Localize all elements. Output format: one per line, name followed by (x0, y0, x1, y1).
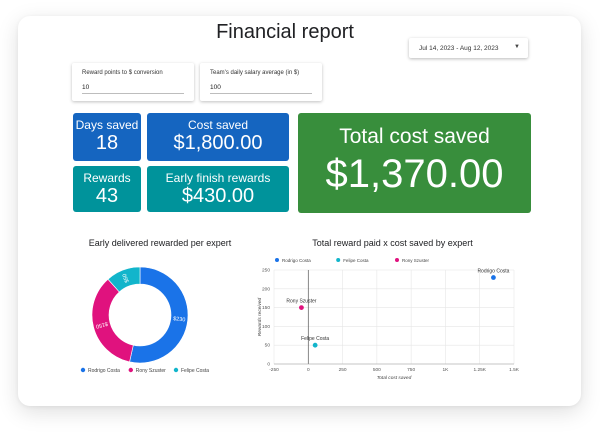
scatter-point (312, 342, 318, 348)
y-tick-label: 150 (262, 305, 270, 311)
donut-slice (129, 266, 189, 364)
date-range-picker[interactable]: Jul 14, 2023 - Aug 12, 2023 ▼ (409, 38, 528, 58)
legend-label: Felipe Costa (181, 368, 209, 374)
kpi-label: Days saved (75, 118, 139, 132)
legend-marker (275, 258, 279, 262)
legend-marker (173, 367, 179, 373)
x-tick-label: 0 (307, 367, 310, 373)
legend-label: Rodrigo Costa (282, 258, 311, 263)
scatter-point-label: Rodrigo Costa (477, 269, 509, 275)
y-tick-label: 100 (262, 324, 270, 330)
param-salary-average: Team's daily salary average (in $) 100 (200, 63, 322, 101)
donut-slice-label: $230 (173, 316, 186, 323)
kpi-label: Cost saved (187, 118, 249, 132)
kpi-cost-saved: Cost saved $1,800.00 (147, 113, 289, 161)
donut-slice-label: $150 (95, 320, 108, 329)
param-label: Reward points to $ conversion (82, 70, 163, 76)
kpi-value: $430.00 (181, 185, 255, 207)
x-tick-label: 1.25K (473, 367, 486, 373)
kpi-rewards: Rewards 43 (73, 166, 141, 212)
scatter-point (299, 305, 304, 310)
legend-marker (336, 258, 341, 262)
legend-label: Rony Szuster (402, 258, 430, 263)
y-tick-label: 250 (262, 268, 270, 274)
date-range-label: Jul 14, 2023 - Aug 12, 2023 (419, 44, 499, 52)
kpi-label: Total cost saved (339, 125, 490, 148)
donut-slice (91, 278, 134, 363)
kpi-early-finish-rewards: Early finish rewards $430.00 (147, 166, 289, 212)
x-tick-label: 750 (407, 367, 415, 373)
y-tick-label: 200 (262, 286, 270, 292)
x-tick-label: 500 (373, 367, 381, 373)
x-tick-label: 1K (442, 367, 449, 373)
scatter-chart-title: Total reward paid x cost saved by expert (312, 238, 473, 248)
dropdown-caret-icon: ▼ (514, 44, 520, 50)
reward-conversion-input[interactable]: 10 (82, 84, 184, 94)
x-tick-label: 1.5K (509, 367, 520, 373)
x-tick-label: 250 (339, 367, 347, 373)
kpi-value: $1,800.00 (173, 132, 263, 154)
scatter-point (491, 275, 496, 280)
kpi-label: Early finish rewards (165, 171, 271, 185)
scatter-point-label: Rony Szuster (286, 299, 316, 305)
kpi-days-saved: Days saved 18 (73, 113, 141, 161)
kpi-value: $1,370.00 (325, 152, 504, 196)
x-axis-label: Total cost saved (377, 375, 412, 381)
param-label: Team's daily salary average (in $) (210, 70, 300, 76)
param-reward-conversion: Reward points to $ conversion 10 (72, 63, 194, 101)
x-tick-label: -250 (269, 367, 279, 373)
legend-label: Rony Szuster (136, 368, 166, 374)
donut-slice (107, 266, 141, 293)
kpi-value: 43 (95, 185, 119, 207)
legend-marker (80, 367, 86, 373)
salary-average-input[interactable]: 100 (210, 84, 312, 94)
legend-label: Felipe Costa (343, 258, 369, 263)
legend-marker (128, 367, 133, 373)
scatter-chart: Rodrigo Costa Felipe Costa Rony Szuster 0 50… (257, 258, 520, 381)
legend-marker (395, 258, 399, 262)
kpi-value: 18 (95, 132, 119, 154)
kpi-total-cost-saved: Total cost saved $1,370.00 (298, 113, 531, 213)
donut-chart: $230 $150 $50 Rodrigo Costa Rony Szuster Feli… (80, 266, 209, 374)
donut-slice-label: $50 (122, 273, 131, 284)
kpi-label: Rewards (83, 171, 131, 185)
y-axis-label: Rewards received (257, 297, 263, 336)
scatter-point-label: Felipe Costa (301, 336, 329, 342)
donut-chart-title: Early delivered rewarded per expert (88, 238, 232, 248)
y-tick-label: 50 (265, 343, 271, 349)
legend-label: Rodrigo Costa (88, 368, 120, 374)
y-tick-label: 0 (267, 362, 270, 368)
page-title: Financial report (216, 21, 354, 43)
